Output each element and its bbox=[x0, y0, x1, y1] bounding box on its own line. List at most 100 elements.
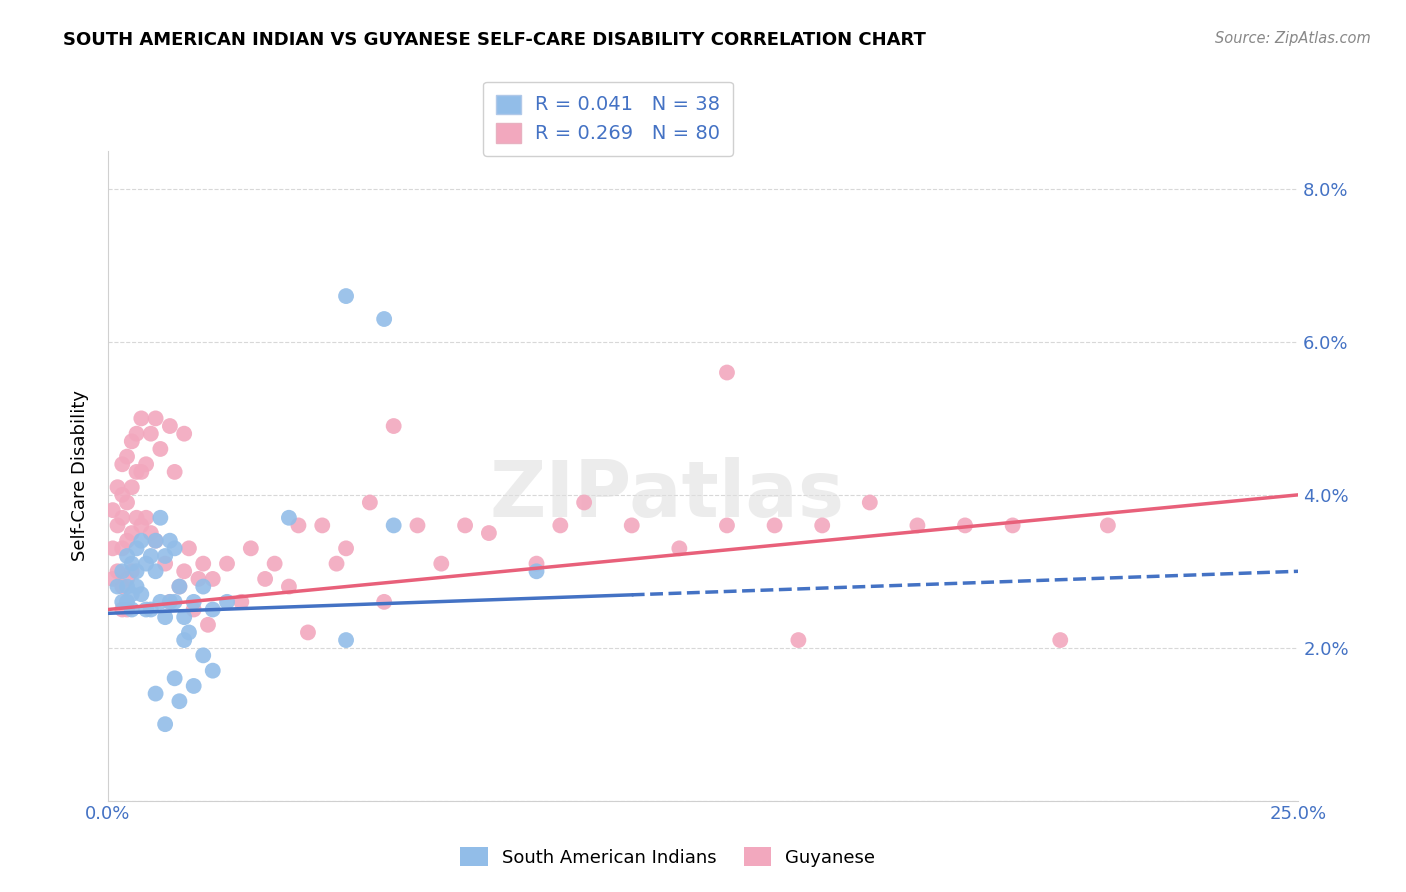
Point bbox=[121, 480, 143, 494]
Point bbox=[107, 580, 129, 594]
Point bbox=[550, 518, 572, 533]
Point bbox=[107, 518, 129, 533]
Point bbox=[125, 541, 148, 556]
Point bbox=[201, 602, 224, 616]
Point bbox=[125, 564, 148, 578]
Point bbox=[121, 564, 143, 578]
Point bbox=[121, 587, 143, 601]
Point bbox=[163, 465, 186, 479]
Point bbox=[177, 625, 200, 640]
Point bbox=[111, 510, 134, 524]
Point bbox=[145, 411, 167, 425]
Point bbox=[263, 557, 285, 571]
Point bbox=[201, 664, 224, 678]
Point bbox=[254, 572, 277, 586]
Point bbox=[145, 533, 167, 548]
Point bbox=[163, 595, 186, 609]
Point bbox=[907, 518, 929, 533]
Point bbox=[373, 312, 395, 326]
Point bbox=[159, 595, 181, 609]
Point bbox=[111, 580, 134, 594]
Point bbox=[1049, 633, 1071, 648]
Point bbox=[115, 450, 138, 464]
Point bbox=[101, 572, 124, 586]
Point bbox=[382, 518, 405, 533]
Point bbox=[277, 580, 299, 594]
Point bbox=[159, 419, 181, 434]
Point bbox=[131, 587, 153, 601]
Point bbox=[197, 617, 219, 632]
Point bbox=[454, 518, 477, 533]
Point bbox=[149, 442, 172, 456]
Point bbox=[135, 557, 157, 571]
Point bbox=[111, 488, 134, 502]
Point bbox=[131, 411, 153, 425]
Point bbox=[382, 419, 405, 434]
Point bbox=[101, 541, 124, 556]
Point bbox=[193, 580, 215, 594]
Point bbox=[215, 595, 238, 609]
Point bbox=[115, 572, 138, 586]
Point bbox=[193, 648, 215, 663]
Point bbox=[239, 541, 262, 556]
Point bbox=[135, 510, 157, 524]
Point bbox=[139, 602, 162, 616]
Point bbox=[572, 495, 595, 509]
Point bbox=[135, 457, 157, 471]
Point bbox=[716, 366, 738, 380]
Point bbox=[335, 289, 357, 303]
Point bbox=[231, 595, 253, 609]
Point bbox=[115, 602, 138, 616]
Point bbox=[125, 580, 148, 594]
Point bbox=[115, 533, 138, 548]
Point bbox=[668, 541, 690, 556]
Point bbox=[787, 633, 810, 648]
Point bbox=[131, 518, 153, 533]
Point bbox=[111, 595, 134, 609]
Point bbox=[111, 541, 134, 556]
Point bbox=[716, 518, 738, 533]
Point bbox=[478, 526, 501, 541]
Point bbox=[101, 503, 124, 517]
Point bbox=[173, 633, 195, 648]
Text: Source: ZipAtlas.com: Source: ZipAtlas.com bbox=[1215, 31, 1371, 46]
Point bbox=[121, 602, 143, 616]
Point bbox=[335, 541, 357, 556]
Point bbox=[115, 495, 138, 509]
Point bbox=[139, 549, 162, 563]
Point bbox=[107, 564, 129, 578]
Point bbox=[1097, 518, 1119, 533]
Point bbox=[169, 580, 191, 594]
Point bbox=[526, 557, 548, 571]
Point bbox=[145, 687, 167, 701]
Point bbox=[135, 602, 157, 616]
Point bbox=[121, 434, 143, 449]
Point bbox=[763, 518, 786, 533]
Point bbox=[373, 595, 395, 609]
Point bbox=[111, 602, 134, 616]
Point bbox=[115, 580, 138, 594]
Point bbox=[297, 625, 319, 640]
Point bbox=[215, 557, 238, 571]
Point bbox=[169, 580, 191, 594]
Point bbox=[173, 564, 195, 578]
Point bbox=[107, 480, 129, 494]
Point bbox=[131, 465, 153, 479]
Point bbox=[811, 518, 834, 533]
Point bbox=[153, 557, 176, 571]
Point bbox=[159, 595, 181, 609]
Legend: South American Indians, Guyanese: South American Indians, Guyanese bbox=[453, 840, 883, 874]
Point bbox=[183, 679, 205, 693]
Point bbox=[115, 549, 138, 563]
Point bbox=[169, 694, 191, 708]
Point bbox=[125, 510, 148, 524]
Point bbox=[149, 595, 172, 609]
Point bbox=[187, 572, 209, 586]
Point bbox=[153, 549, 176, 563]
Point bbox=[111, 457, 134, 471]
Point bbox=[149, 510, 172, 524]
Legend: R = 0.041   N = 38, R = 0.269   N = 80: R = 0.041 N = 38, R = 0.269 N = 80 bbox=[482, 82, 733, 156]
Point bbox=[125, 465, 148, 479]
Point bbox=[173, 426, 195, 441]
Point bbox=[201, 572, 224, 586]
